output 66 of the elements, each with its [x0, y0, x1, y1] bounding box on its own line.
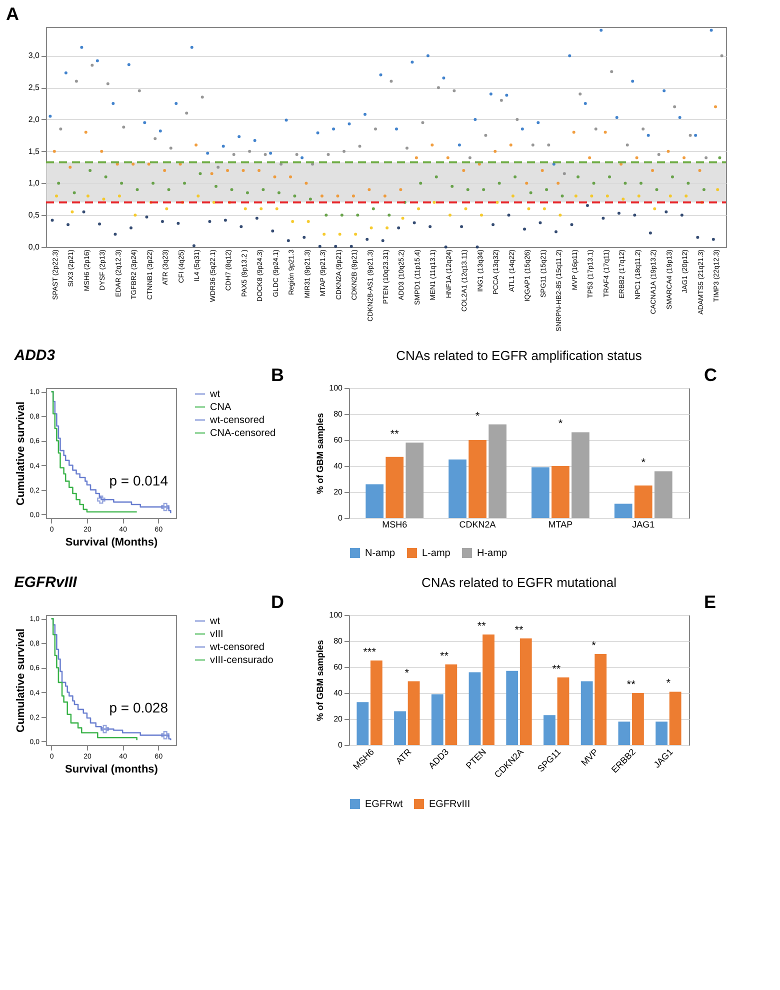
x-tick-label: MTAP	[548, 520, 573, 530]
chart-title: CNAs related to EGFR amplification status	[396, 348, 642, 363]
y-tick-label: 100	[329, 384, 344, 392]
y-tick-label: 80	[334, 636, 344, 646]
y-tick-label: 0	[338, 740, 344, 750]
legend-label: H-amp	[477, 548, 508, 559]
y-axis-title: Cumulative survival	[14, 628, 27, 732]
y-tick-label: 60	[334, 662, 344, 672]
annotation: p = 0.014	[109, 472, 168, 489]
annotation: **	[552, 663, 562, 676]
legend-label: vIII-censurado	[210, 655, 274, 666]
text: C	[704, 365, 717, 385]
annotation: **	[440, 650, 450, 662]
y-tick-label: 0,5	[28, 210, 40, 220]
text: A	[6, 4, 19, 24]
legend-label: vIII	[210, 629, 224, 640]
chart-title: EGFRvIII	[14, 574, 78, 591]
legend-label: wt	[209, 616, 220, 627]
chart-title: ADD3	[13, 347, 56, 364]
annotation: *	[475, 410, 480, 422]
x-tick-label: CDKN2A	[459, 520, 496, 530]
legend-label: wt-censored	[209, 642, 264, 653]
annotation: *	[404, 667, 410, 680]
annotation: ***	[363, 646, 377, 658]
y-tick-label: 20	[334, 488, 344, 496]
legend-label: wt	[209, 389, 220, 400]
legend-label: EGFRwt	[365, 799, 403, 810]
y-tick-label: 1,5	[28, 146, 40, 156]
y-tick-label: 3,0	[28, 51, 40, 60]
legend-label: CNA	[210, 402, 232, 413]
annotation: *	[666, 678, 672, 690]
text: E	[704, 592, 716, 612]
annotation: **	[390, 428, 400, 441]
y-tick-label: 0,0	[28, 242, 40, 252]
y-tick-label: 1,0	[28, 178, 40, 188]
annotation: *	[558, 418, 564, 430]
x-axis-title: Survival (Months)	[65, 536, 158, 548]
legend-label: EGFRvIII	[429, 799, 470, 810]
x-tick-label: MSH6	[382, 520, 408, 530]
y-tick-label: 0	[338, 514, 344, 522]
y-axis-title: Cumulative survival	[14, 402, 27, 506]
text: B	[271, 365, 284, 385]
y-axis-title: % of GBM samples	[315, 640, 326, 722]
legend-label: CNA-censored	[210, 428, 276, 439]
y-tick-label: 100	[329, 610, 344, 620]
y-tick-label: 40	[334, 462, 344, 470]
y-tick-label: 80	[334, 410, 344, 418]
annotation: *	[641, 457, 646, 470]
annotation: **	[514, 624, 524, 636]
x-tick-label: JAG1	[632, 520, 655, 530]
x-axis-title: Survival (months)	[65, 764, 158, 776]
annotation: *	[592, 640, 597, 652]
chart-title: CNAs related to EGFR mutational	[421, 575, 617, 590]
y-tick-label: 60	[334, 436, 344, 444]
y-tick-label: 20	[334, 714, 344, 724]
annotation: **	[477, 620, 487, 632]
annotation: **	[626, 679, 636, 691]
y-tick-label: 40	[334, 688, 344, 698]
y-tick-label: 2,0	[28, 114, 40, 124]
legend-label: wt-censored	[209, 415, 264, 426]
text: D	[271, 592, 284, 612]
y-tick-label: 2,5	[28, 83, 40, 92]
annotation: p = 0.028	[109, 700, 168, 716]
legend-label: N-amp	[365, 548, 396, 559]
legend-label: L-amp	[422, 548, 451, 559]
y-axis-title: % of GBM samples	[315, 412, 326, 494]
